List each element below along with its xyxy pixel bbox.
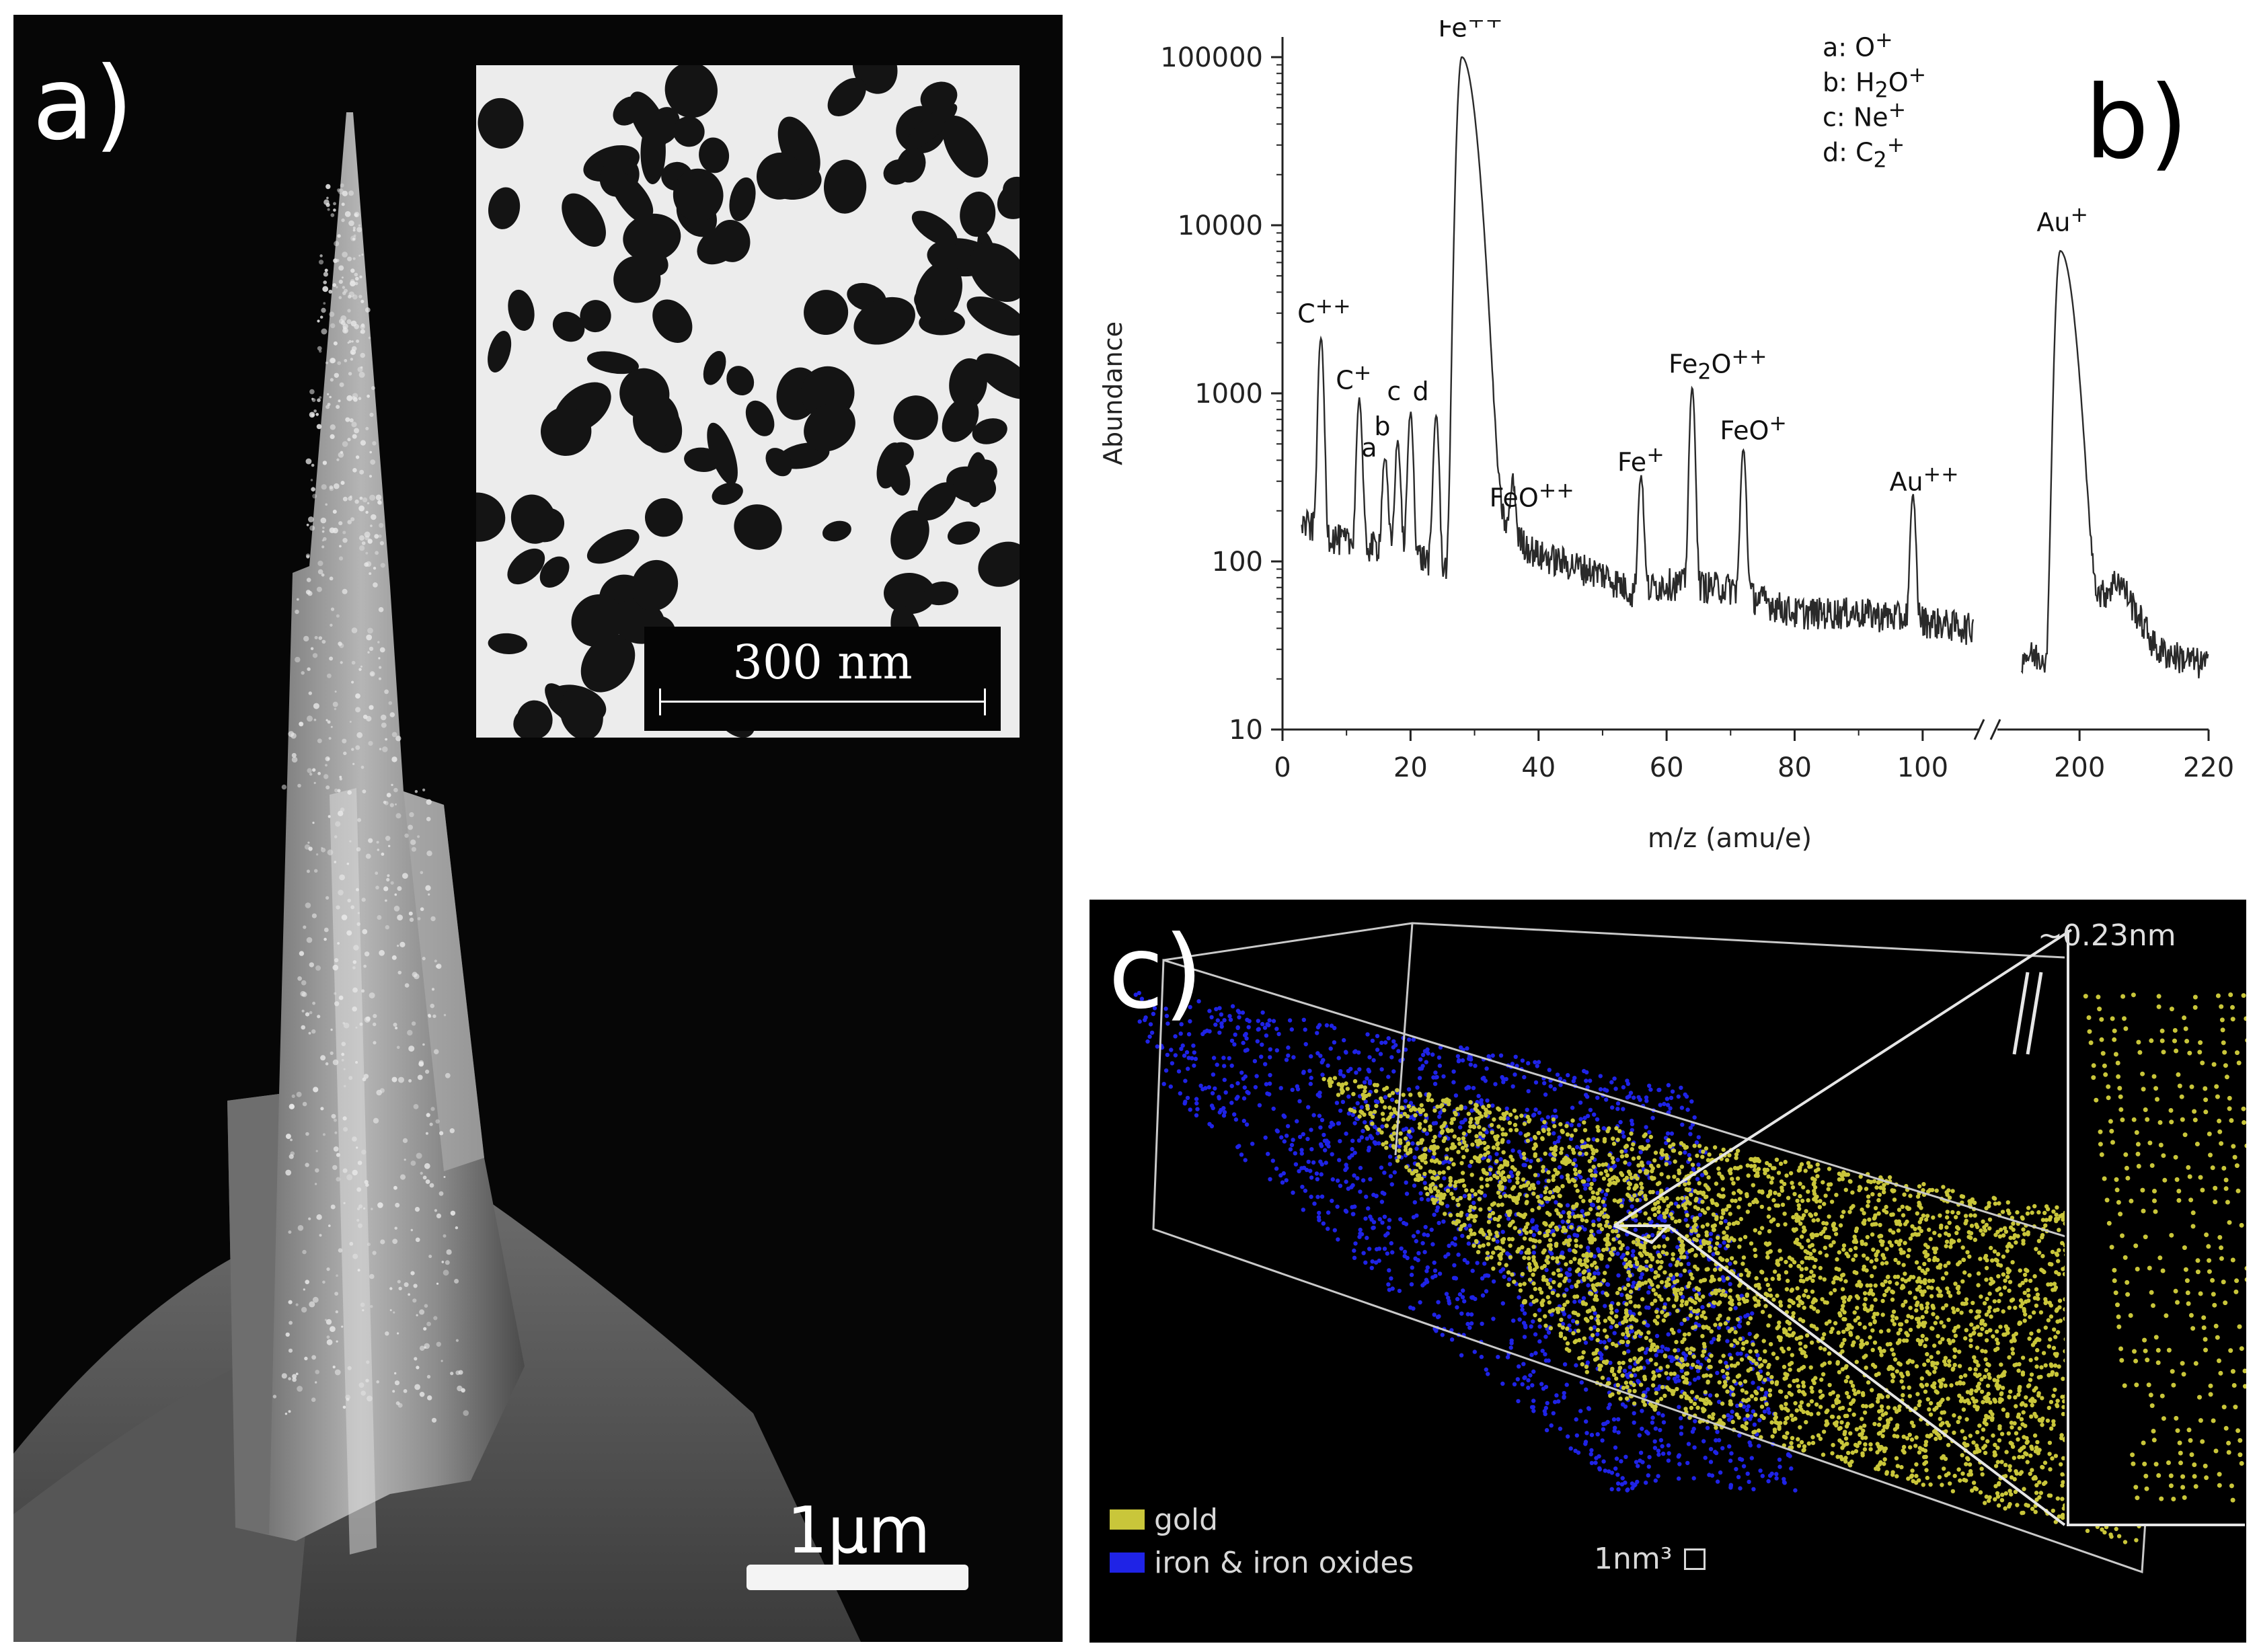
peak-label: Au++	[1890, 463, 1959, 497]
legend-label-gold: gold	[1154, 1502, 1219, 1537]
legend-entry: b: H2O+	[1823, 63, 1926, 102]
gold-swatch	[1110, 1509, 1145, 1530]
lattice-spacing-label: ~0.23nm	[2038, 918, 2176, 953]
y-tick-label: 100000	[1160, 42, 1263, 73]
y-tick-label: 10	[1229, 715, 1263, 746]
x-tick-label: 60	[1650, 752, 1684, 783]
x-tick-label: 100	[1897, 752, 1948, 783]
x-tick-label: 220	[2183, 752, 2234, 783]
peak-label: d	[1412, 377, 1428, 406]
x-tick-label: 80	[1777, 752, 1812, 783]
scale-bar	[747, 1565, 968, 1590]
scale-bar-label: 1µm	[787, 1494, 931, 1568]
legend-label-iron: iron & iron oxides	[1154, 1545, 1414, 1580]
legend-item-iron: iron & iron oxides	[1110, 1541, 1414, 1584]
inset-scale-label: 300 nm	[732, 635, 913, 690]
y-tick-label: 1000	[1194, 379, 1263, 409]
panel-label-b: b)	[2085, 65, 2188, 182]
peak-label: Fe2O++	[1669, 345, 1767, 384]
peak-label: a	[1361, 433, 1377, 463]
peak-label: C++	[1297, 294, 1351, 329]
atom-legend: gold iron & iron oxides	[1110, 1498, 1414, 1584]
x-tick-label: 20	[1393, 752, 1428, 783]
peak-label: b	[1374, 411, 1390, 441]
spectrum-trace	[1301, 56, 1975, 645]
peak-label: Au+	[2036, 203, 2088, 237]
peak-label: FeO++	[1490, 479, 1574, 513]
atom-map-reconstruction	[1133, 916, 2246, 1574]
iron-swatch	[1110, 1552, 1145, 1573]
panel-label-c: c)	[1108, 914, 1203, 1031]
mass-spectrum-chart: 10 100 1000 10000 100000 0 20 40 60 80 100 200 220 C…	[1098, 20, 2234, 854]
x-tick-label: 200	[2054, 752, 2105, 783]
peak-label: FeO+	[1720, 411, 1787, 446]
legend-entry: c: Ne+	[1823, 98, 1906, 132]
peak-label: Fe+	[1617, 443, 1665, 477]
panel-c-atom-probe: ~0.23nm gold iron & iron oxides 1nm³ c)	[1089, 900, 2246, 1643]
sem-tip-image	[13, 112, 861, 1642]
x-axis-label: m/z (amu/e)	[1648, 823, 1812, 854]
scale-cube: 1nm³	[1594, 1542, 1706, 1576]
spectrum-trace-high	[2020, 249, 2209, 678]
y-tick-label: 100	[1212, 547, 1263, 578]
y-tick-label: 10000	[1178, 210, 1263, 241]
scale-cube-label: 1nm³	[1594, 1542, 1673, 1576]
sem-inset-nanoporous: 300 nm	[476, 65, 1020, 738]
panel-a-sem-image: 300 nm 1µm a)	[13, 15, 1063, 1642]
inset-scale-bar: 300 nm	[644, 627, 1001, 731]
legend-entry: d: C2+	[1823, 133, 1905, 172]
nanoporous-texture	[476, 65, 1020, 738]
panel-label-a: a)	[32, 46, 134, 163]
legend-item-gold: gold	[1110, 1498, 1414, 1541]
legend-entry: a: O+	[1823, 28, 1893, 63]
panel-b-mass-spectrum: 10 100 1000 10000 100000 0 20 40 60 80 100 200 220 C…	[1089, 20, 2246, 854]
x-tick-label: 40	[1521, 752, 1556, 783]
cube-icon	[1684, 1548, 1706, 1570]
peak-label: c	[1387, 377, 1401, 406]
peak-label: C+	[1336, 361, 1371, 395]
x-tick-label: 0	[1274, 752, 1291, 783]
peak-label: Fe++	[1439, 20, 1503, 43]
y-axis-label: Abundance	[1098, 321, 1128, 465]
